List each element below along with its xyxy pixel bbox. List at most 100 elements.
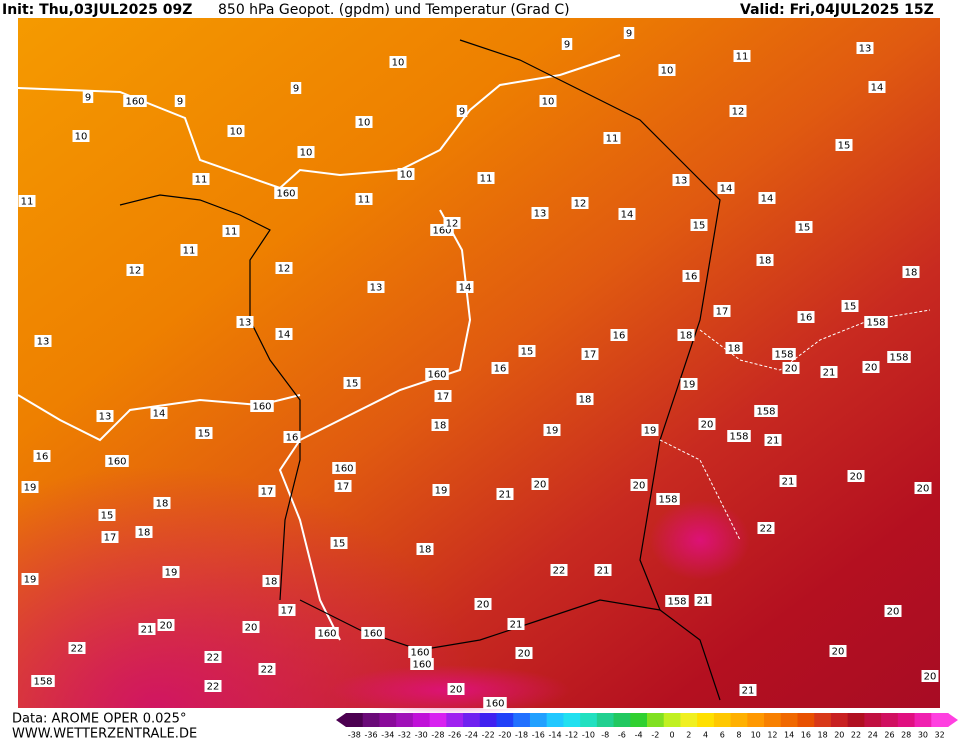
contour-label: 18 [728,344,741,355]
label-box [236,316,254,328]
colorbar-swatch [663,713,681,727]
label-box [227,125,245,137]
colorbar-swatch [680,713,698,727]
coastline [119,194,301,601]
label-box [361,627,385,639]
contour-label: 11 [183,246,196,257]
colorbar-label: 6 [720,731,725,740]
contour-label: 10 [542,97,555,108]
label-box [315,627,339,639]
contour-label: 17 [716,307,729,318]
contour-label: 17 [437,392,450,403]
contour-label: 13 [859,44,872,55]
label-box [756,254,774,266]
label-box [258,485,276,497]
contour-label: 17 [104,533,117,544]
contour-label: 11 [225,227,238,238]
contour-label: 14 [720,184,733,195]
label-box [334,480,352,492]
colorbar-swatch [412,713,431,727]
contour-label: 16 [36,452,49,463]
label-box [725,342,743,354]
contour-label: 158 [774,350,793,361]
contour-label: 9 [177,97,183,108]
colorbar-swatch [780,713,798,727]
contour-label: 12 [446,219,459,230]
label-box [330,537,348,549]
contour-label: 15 [346,379,359,390]
colorbar-swatch [596,713,615,727]
label-box [856,42,874,54]
colorbar-label: 18 [817,731,827,740]
colorbar-label: 30 [918,731,928,740]
contour-label: 11 [606,134,619,145]
colorbar-swatch [379,713,397,727]
label-box [561,38,573,50]
contour-label: 19 [435,486,448,497]
label-box [408,646,432,658]
colorbar-label: 26 [884,731,894,740]
contour-label: 20 [785,364,798,375]
contour-label: 11 [195,175,208,186]
colorbar-label: 2 [686,731,691,740]
label-box [96,410,114,422]
label-box [72,130,90,142]
label-box [779,475,797,487]
label-box [174,95,186,107]
contour-label: 20 [245,623,258,634]
init-time: Init: Thu,03JUL2025 09Z [2,2,192,18]
colorbar-label: 28 [901,731,911,740]
colorbar-label: -24 [465,731,478,740]
contour-label: 160 [363,629,382,640]
label-box [204,680,222,692]
colorbar-swatch [847,713,865,727]
label-box [397,168,415,180]
map-title: 850 hPa Geopot. (gpdm) und Temperatur (G… [218,2,570,18]
contour-label: 13 [675,176,688,187]
label-box [443,217,461,229]
label-box [539,95,557,107]
colorbar-swatch [931,713,949,727]
contour-label: 14 [871,83,884,94]
label-box [739,684,757,696]
colorbar-swatch [513,713,531,727]
contour-label: 11 [480,174,493,185]
label-box [157,619,175,631]
contour-label: 20 [450,685,463,696]
contour-label: 22 [261,665,274,676]
label-box [126,264,144,276]
colorbar-label: -18 [515,731,528,740]
label-box [425,368,449,380]
contour-label: 21 [141,625,154,636]
contour-label: 19 [165,568,178,579]
label-box [658,64,676,76]
colorbar-swatch [429,713,447,727]
contour-label: 158 [729,432,748,443]
colorbar-label: -8 [601,731,609,740]
colorbar-swatch [496,713,514,727]
label-box [641,424,659,436]
colorbar-label: -26 [448,731,461,740]
contour-label: 21 [823,368,836,379]
colorbar-swatch [630,713,648,727]
label-box [150,407,168,419]
contour-label: 10 [661,66,674,77]
contour-label: 11 [736,52,749,63]
label-box [610,329,628,341]
contour-label: 10 [75,132,88,143]
contour-label: 19 [546,426,559,437]
contour-label: 160 [432,226,451,237]
label-box [733,50,751,62]
colorbar-label: 0 [670,731,675,740]
label-box [483,697,507,709]
colorbar-swatch [463,713,481,727]
label-box [434,390,452,402]
colorbar-swatch [764,713,782,727]
label-box [623,27,635,39]
colorbar-label: 12 [767,731,777,740]
contour-label: 22 [553,566,566,577]
contour-label: 9 [85,93,91,104]
contour-label: 13 [370,283,383,294]
label-box [571,197,589,209]
